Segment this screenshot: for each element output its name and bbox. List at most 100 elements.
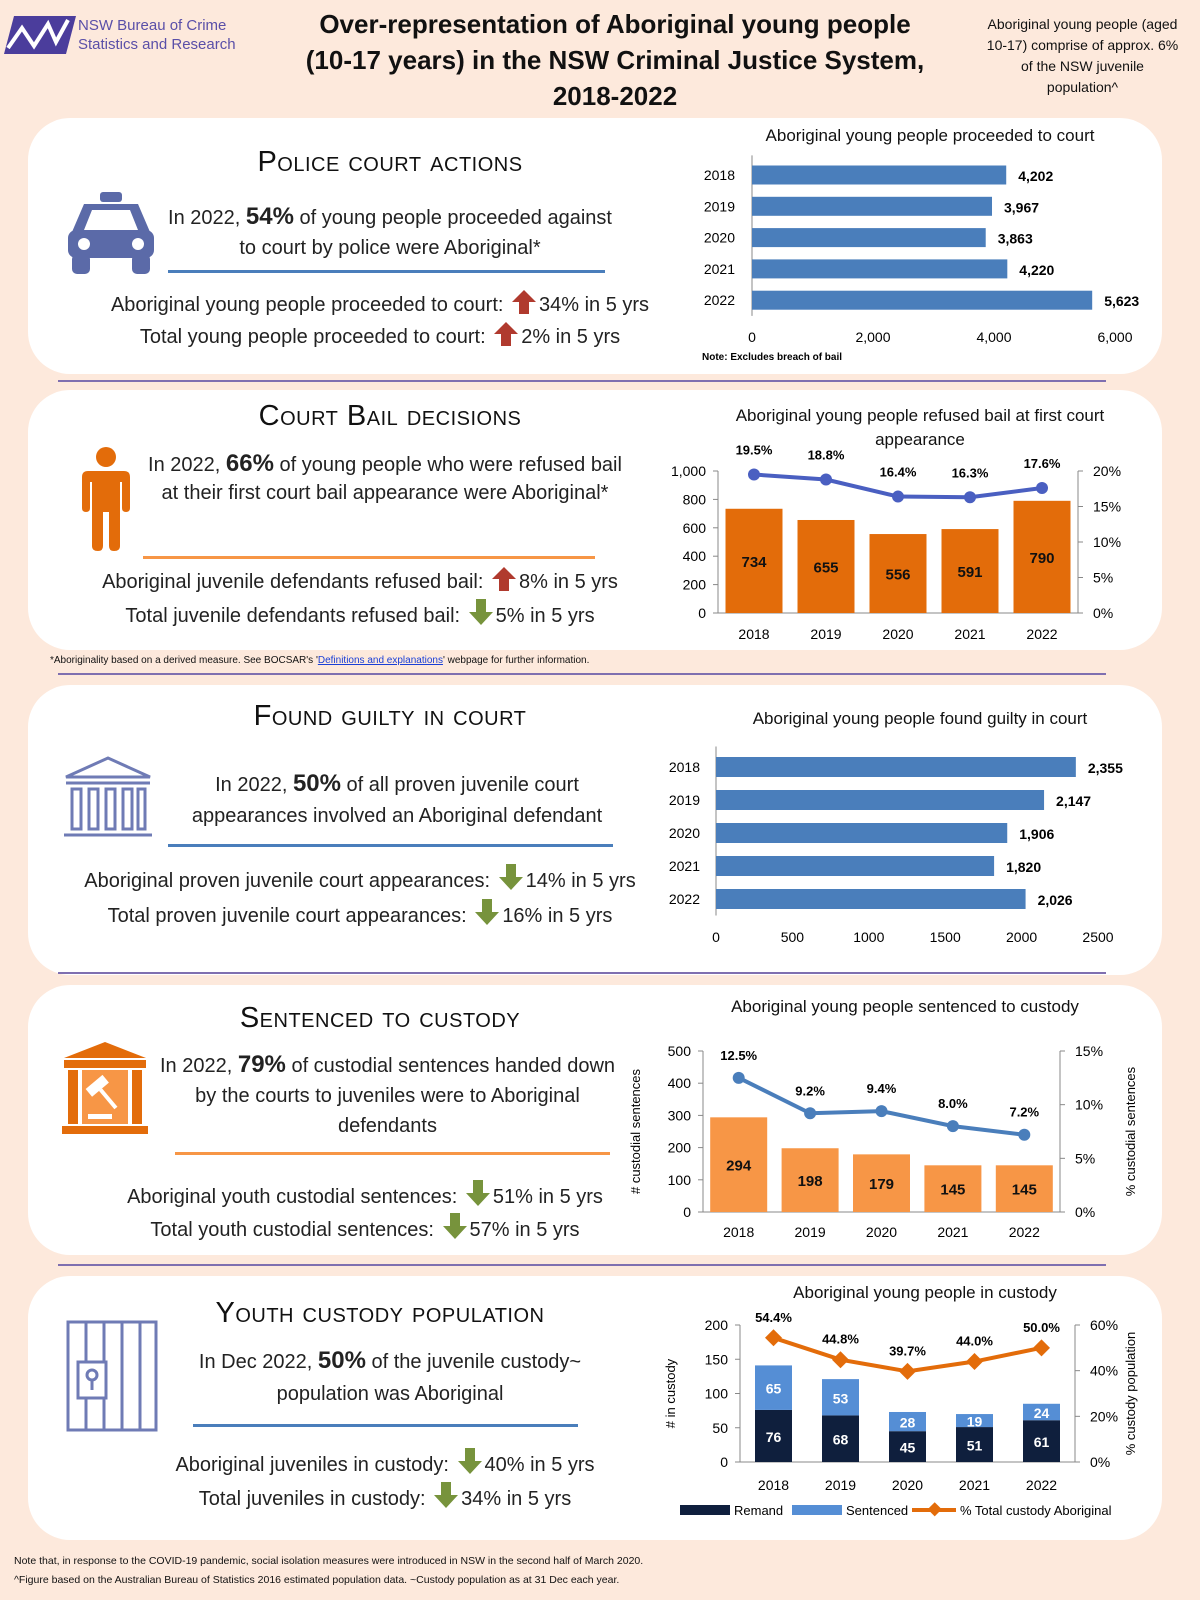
bar-value-label: 65 bbox=[766, 1381, 782, 1397]
arrow-down-icon bbox=[472, 899, 502, 927]
rule bbox=[193, 1424, 578, 1427]
value-label: 2,026 bbox=[1038, 892, 1073, 908]
summary-post: of custodial sentences handed down by th… bbox=[195, 1055, 616, 1137]
courthouse-icon bbox=[60, 755, 156, 846]
section-summary: In 2022, 79% of custodial sentences hand… bbox=[160, 1050, 615, 1141]
arrow-down-icon bbox=[440, 1213, 470, 1241]
rule bbox=[143, 556, 595, 559]
x-tick-label: 2000 bbox=[1006, 929, 1037, 945]
y-tick-label: 300 bbox=[668, 1107, 692, 1123]
y-tick-label: 400 bbox=[683, 548, 707, 564]
stat-label: Aboriginal proven juvenile court appeara… bbox=[84, 870, 491, 892]
category-label: 2018 bbox=[669, 759, 700, 775]
bar-remand bbox=[1023, 1420, 1060, 1462]
y2-axis-label: % custody population bbox=[1123, 1332, 1138, 1456]
y-tick-label: 100 bbox=[668, 1172, 692, 1188]
bar-value-label: 76 bbox=[766, 1429, 782, 1445]
category-label: 2020 bbox=[704, 230, 735, 246]
y-tick-label: 500 bbox=[668, 1043, 692, 1059]
y2-tick-label: 20% bbox=[1093, 463, 1121, 479]
rule bbox=[175, 1152, 610, 1155]
divider bbox=[58, 1264, 1106, 1266]
bar-value-label: 655 bbox=[813, 559, 838, 576]
y2-tick-label: 0% bbox=[1075, 1204, 1095, 1220]
section-summary: In Dec 2022, 50% of the juvenile custody… bbox=[190, 1345, 590, 1410]
org-name-line2: Statistics and Research bbox=[78, 36, 236, 53]
line-marker bbox=[765, 1329, 782, 1347]
summary-highlight: 66% bbox=[225, 450, 274, 477]
x-tick-label: 2,000 bbox=[855, 329, 890, 345]
y-tick-label: 200 bbox=[668, 1140, 692, 1156]
line-value-label: 50.0% bbox=[1023, 1320, 1060, 1335]
line-marker bbox=[966, 1353, 983, 1371]
summary-highlight: 50% bbox=[292, 770, 341, 797]
bar bbox=[716, 757, 1076, 777]
section-summary: In 2022, 66% of young people who were re… bbox=[145, 450, 625, 507]
stat-value: 14% in 5 yrs bbox=[525, 870, 636, 892]
chart-proceeded-to-court: Aboriginal young people proceeded to cou… bbox=[690, 122, 1170, 372]
value-label: 2,147 bbox=[1056, 793, 1091, 809]
category-label: 2022 bbox=[1009, 1224, 1040, 1240]
legend-label: Sentenced bbox=[846, 1503, 908, 1518]
title-line3: 2018-2022 bbox=[552, 81, 678, 111]
chart-sentenced-to-custody: Aboriginal young people sentenced to cus… bbox=[620, 995, 1180, 1253]
org-name-line1: NSW Bureau of Crime bbox=[78, 17, 227, 34]
y-tick-label: 1,000 bbox=[671, 463, 706, 479]
category-label: 2020 bbox=[882, 626, 913, 642]
title-line2: (10-17 years) in the NSW Criminal Justic… bbox=[305, 45, 925, 75]
police-car-icon bbox=[66, 190, 156, 283]
stat-label: Total proven juvenile court appearances: bbox=[107, 905, 467, 927]
bar bbox=[752, 165, 1007, 185]
category-label: 2021 bbox=[669, 858, 700, 874]
bar-custodial-sentences bbox=[710, 1117, 768, 1212]
chart-title: Aboriginal young people sentenced to cus… bbox=[731, 997, 1079, 1016]
bar-value-label: 145 bbox=[940, 1182, 965, 1199]
category-label: 2022 bbox=[1026, 1477, 1057, 1493]
bar-value-label: 294 bbox=[726, 1158, 752, 1175]
stat-line: Aboriginal juvenile defendants refused b… bbox=[20, 566, 700, 594]
line-value-label: 54.4% bbox=[755, 1310, 792, 1325]
stat-value: 5% in 5 yrs bbox=[495, 605, 595, 627]
y2-tick-label: 15% bbox=[1093, 499, 1121, 515]
bar bbox=[716, 889, 1026, 909]
line-marker bbox=[748, 468, 760, 481]
y2-tick-label: 10% bbox=[1093, 534, 1121, 550]
line-value-label: 44.8% bbox=[822, 1332, 859, 1347]
gavel-court-icon bbox=[60, 1040, 150, 1141]
jail-cell-icon bbox=[66, 1320, 158, 1437]
panel-custody-population bbox=[28, 1276, 1162, 1540]
bar-value-label: 556 bbox=[885, 567, 910, 584]
y2-tick-label: 10% bbox=[1075, 1097, 1103, 1113]
line-marker bbox=[964, 491, 976, 504]
bar-value-label: 198 bbox=[798, 1173, 823, 1190]
category-label: 2022 bbox=[704, 292, 735, 308]
stat-line: Aboriginal youth custodial sentences: 51… bbox=[25, 1179, 705, 1209]
line-value-label: 17.6% bbox=[1024, 456, 1061, 471]
footnote: Note that, in response to the COVID-19 p… bbox=[14, 1555, 644, 1567]
category-label: 2022 bbox=[1026, 626, 1057, 642]
category-label: 2018 bbox=[738, 626, 769, 642]
legend-marker bbox=[927, 1502, 942, 1517]
bar bbox=[716, 790, 1045, 810]
bar-value-label: 28 bbox=[900, 1415, 916, 1431]
definitions-link[interactable]: Definitions and explanations bbox=[317, 655, 443, 666]
y-tick-label: 800 bbox=[683, 491, 707, 507]
bar-sentenced bbox=[956, 1414, 993, 1428]
org-name: NSW Bureau of Crime Statistics and Resea… bbox=[78, 16, 236, 54]
divider bbox=[58, 673, 1106, 675]
legend-label: % Total custody Aboriginal bbox=[960, 1503, 1112, 1518]
category-label: 2021 bbox=[954, 626, 985, 642]
summary-pre: In 2022, bbox=[215, 774, 293, 796]
y2-tick-label: 60% bbox=[1090, 1317, 1118, 1333]
chart-in-custody: Aboriginal young people in custody 0 50 100… bbox=[655, 1283, 1180, 1533]
bar bbox=[716, 856, 995, 876]
stat-label: Aboriginal youth custodial sentences: bbox=[127, 1186, 458, 1208]
stat-line: Total juvenile defendants refused bail: … bbox=[20, 598, 700, 628]
chart-title: Aboriginal young people refused bail at … bbox=[735, 406, 1105, 449]
value-label: 1,906 bbox=[1019, 826, 1054, 842]
section-title: Police court actions bbox=[257, 146, 523, 178]
bar-custodial-sentences bbox=[853, 1154, 910, 1212]
stat-value: 51% in 5 yrs bbox=[492, 1186, 603, 1208]
value-label: 3,863 bbox=[998, 231, 1033, 247]
bar-value-label: 51 bbox=[967, 1438, 983, 1454]
